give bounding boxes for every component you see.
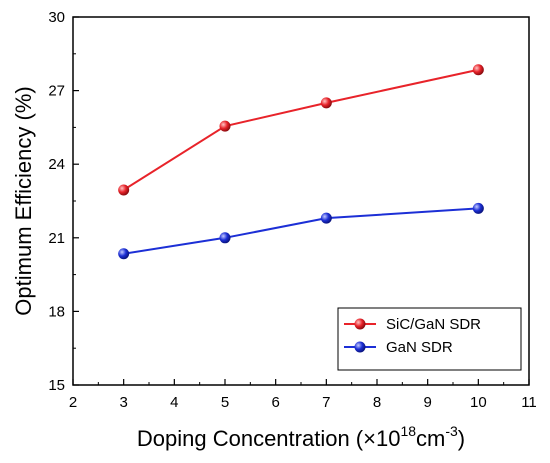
x-axis-title-mid: cm xyxy=(416,426,445,451)
y-tick-label: 21 xyxy=(48,230,65,247)
data-point-series-0 xyxy=(219,120,231,132)
y-tick-label: 30 xyxy=(48,9,65,26)
legend-box xyxy=(337,307,522,371)
x-tick-label: 11 xyxy=(521,394,537,411)
x-axis-title-sup2: -3 xyxy=(445,423,458,439)
x-tick-label: 6 xyxy=(271,394,279,411)
x-tick-label: 3 xyxy=(119,394,127,411)
x-axis-title-sup: 18 xyxy=(400,423,416,439)
x-tick-label: 7 xyxy=(322,394,330,411)
legend-marker-sic-gan xyxy=(354,318,366,330)
data-point-series-1 xyxy=(219,232,231,244)
series-line-1 xyxy=(123,207,479,255)
x-tick-label: 8 xyxy=(373,394,381,411)
x-axis-title-end: ) xyxy=(458,426,465,451)
data-point-series-0 xyxy=(118,184,130,196)
x-axis-title-main: Doping Concentration (×10 xyxy=(137,426,401,451)
y-tick-label: 15 xyxy=(48,377,65,394)
x-axis-title: Doping Concentration (×1018cm-3) xyxy=(137,423,465,451)
data-point-series-0 xyxy=(472,64,484,76)
series-line-0 xyxy=(123,68,479,191)
y-axis-ticks: 15 18 21 24 27 30 xyxy=(48,9,79,394)
x-tick-label: 9 xyxy=(423,394,431,411)
legend-label-sic-gan: SiC/GaN SDR xyxy=(386,316,481,333)
legend: SiC/GaN SDR GaN SDR xyxy=(337,307,522,371)
legend-marker-gan xyxy=(354,341,366,353)
x-tick-label: 5 xyxy=(221,394,229,411)
x-tick-label: 10 xyxy=(470,394,487,411)
y-tick-label: 27 xyxy=(48,83,65,100)
data-point-series-1 xyxy=(472,202,484,214)
x-axis-ticks: 2 3 4 5 6 7 8 9 10 11 xyxy=(69,379,537,411)
data-point-series-1 xyxy=(320,212,332,224)
x-tick-label: 2 xyxy=(69,394,77,411)
legend-label-gan: GaN SDR xyxy=(386,339,453,356)
data-point-series-1 xyxy=(118,248,130,260)
series-layer xyxy=(118,64,484,260)
data-point-series-0 xyxy=(320,97,332,109)
y-axis-title: Optimum Efficiency (%) xyxy=(11,86,36,315)
x-tick-label: 4 xyxy=(170,394,178,411)
y-tick-label: 18 xyxy=(48,303,65,320)
y-tick-label: 24 xyxy=(48,156,65,173)
